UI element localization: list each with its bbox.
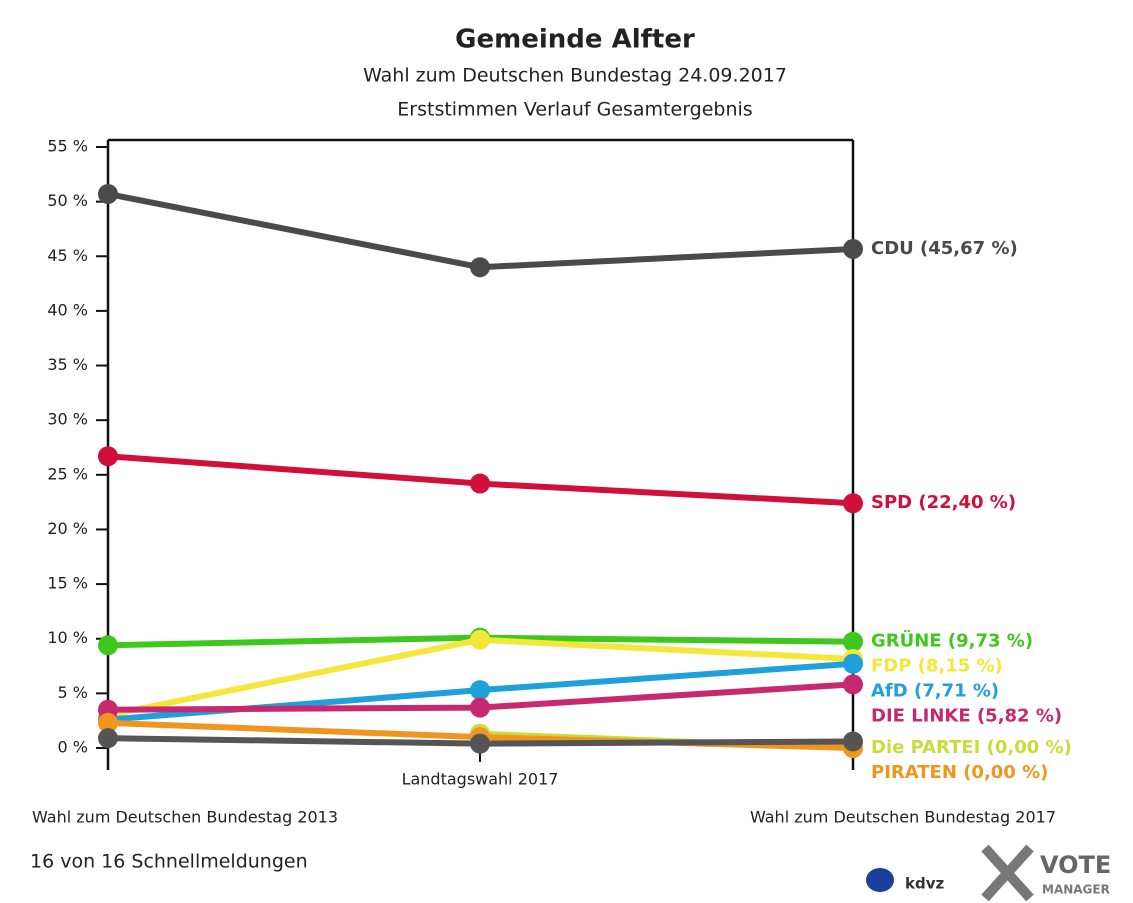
y-tick-label: 15 % [47, 574, 88, 593]
footer: 16 von 16 Schnellmeldungen [30, 851, 308, 873]
value-label: FDP (8,15 %) [871, 656, 1003, 677]
logo-text: MANAGER [1042, 883, 1110, 897]
x-tick-label: Wahl zum Deutschen Bundestag 2017 [750, 808, 1056, 827]
y-tick-label: 30 % [47, 410, 88, 429]
point [470, 629, 490, 650]
x-tick-label: Wahl zum Deutschen Bundestag 2013 [32, 808, 338, 827]
y-tick-label: 45 % [47, 246, 88, 265]
point [98, 183, 118, 204]
value-label: SPD (22,40 %) [871, 492, 1016, 513]
point [98, 446, 118, 467]
point [98, 635, 118, 656]
value-label: GRÜNE (9,73 %) [871, 630, 1033, 652]
point [843, 731, 863, 752]
x-tick-label: Landtagswahl 2017 [402, 770, 559, 789]
y-tick-label: 40 % [47, 300, 88, 319]
y-tick-label: 10 % [47, 628, 88, 647]
subtitle: Wahl zum Deutschen Bundestag 24.09.2017 [363, 65, 787, 87]
series-line [107, 191, 854, 271]
y-tick-label: 50 % [47, 191, 88, 210]
point [843, 631, 863, 652]
logo [866, 868, 894, 892]
chart-title: Gemeinde Alfter [455, 25, 695, 55]
logo [981, 844, 1034, 902]
point [470, 473, 490, 494]
point [98, 712, 118, 733]
value-label: PIRATEN (0,00 %) [871, 762, 1048, 783]
y-tick-label: 35 % [47, 355, 88, 374]
value-label: DIE LINKE (5,82 %) [871, 706, 1062, 727]
point [843, 493, 863, 514]
point [843, 674, 863, 695]
logo-text: kdvz [905, 875, 944, 893]
y-tick-label: 0 % [58, 738, 88, 757]
y-tick-label: 25 % [47, 464, 88, 483]
value-label: CDU (45,67 %) [871, 238, 1018, 259]
logo-text: VOTE [1040, 851, 1111, 879]
point [470, 257, 490, 278]
point [470, 733, 490, 754]
y-tick-label: 55 % [47, 137, 88, 156]
point [843, 238, 863, 259]
point [98, 728, 118, 749]
point [470, 680, 490, 701]
y-tick-label: 20 % [47, 519, 88, 538]
value-label: Die PARTEI (0,00 %) [871, 737, 1072, 758]
subtitle: Erststimmen Verlauf Gesamtergebnis [397, 99, 752, 121]
point [843, 653, 863, 674]
value-label: AfD (7,71 %) [871, 681, 999, 702]
y-tick-label: 5 % [58, 683, 88, 702]
point [470, 697, 490, 718]
